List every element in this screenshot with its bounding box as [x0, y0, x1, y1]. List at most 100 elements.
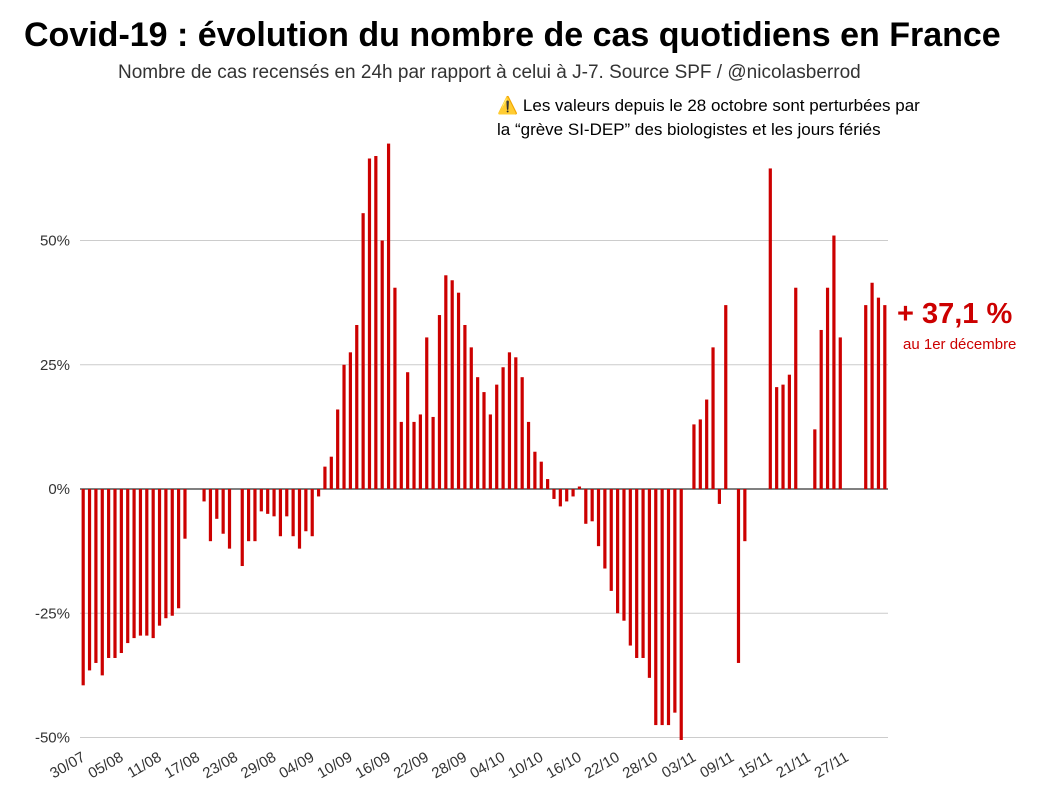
y-tick-label: 50% — [40, 233, 70, 250]
bar — [546, 479, 550, 489]
bar — [736, 489, 741, 663]
bar — [819, 329, 823, 489]
x-tick-label: 04/10 — [467, 749, 508, 782]
x-tick-label: 29/08 — [238, 749, 279, 782]
bar — [126, 489, 130, 644]
bar — [724, 305, 728, 489]
bar — [654, 489, 658, 726]
bar — [717, 489, 721, 504]
bar — [374, 156, 378, 489]
bar — [539, 461, 543, 489]
latest-value-date: au 1er décembre — [903, 336, 1017, 353]
bar — [386, 143, 391, 489]
bar — [278, 489, 283, 537]
bar — [355, 324, 359, 489]
bar — [145, 489, 149, 636]
bar — [705, 399, 709, 489]
bar — [768, 168, 772, 489]
bars — [81, 143, 887, 740]
bar — [876, 297, 881, 489]
x-tick-label: 23/08 — [200, 749, 241, 782]
bar — [297, 489, 302, 549]
bar — [107, 489, 111, 658]
bar — [794, 287, 798, 489]
bar — [170, 489, 174, 616]
bar — [673, 489, 677, 713]
bar — [456, 292, 461, 489]
bar — [221, 489, 225, 534]
bar — [571, 489, 575, 497]
bar — [476, 377, 480, 489]
bar — [138, 489, 143, 636]
bar — [635, 489, 639, 658]
bar — [864, 305, 868, 489]
bar — [838, 337, 842, 489]
bar — [412, 421, 416, 489]
bar — [380, 240, 384, 489]
bar — [431, 416, 435, 489]
bar — [590, 489, 594, 522]
bar — [520, 377, 524, 489]
bar — [399, 421, 403, 489]
x-axis: 30/0705/0811/0817/0823/0829/0804/0910/09… — [47, 749, 851, 782]
bar — [825, 287, 830, 489]
bar — [259, 489, 263, 512]
y-axis: 50% 25% 0% -25% -50% — [35, 233, 70, 747]
bar — [501, 367, 505, 489]
x-tick-label: 11/08 — [124, 749, 164, 782]
bar — [698, 419, 702, 489]
bar — [100, 489, 104, 676]
bar — [336, 409, 340, 489]
bar — [565, 489, 569, 502]
y-tick-label: 25% — [40, 357, 70, 374]
y-tick-label: 0% — [48, 481, 70, 498]
bar — [787, 374, 791, 489]
bar — [348, 352, 352, 489]
bar — [616, 489, 620, 614]
bar — [361, 213, 365, 490]
bar — [660, 489, 664, 726]
bar — [157, 489, 162, 626]
bar — [692, 424, 696, 489]
x-tick-label: 15/11 — [735, 749, 775, 782]
bar — [240, 489, 244, 567]
x-tick-label: 30/07 — [47, 749, 88, 782]
bar — [94, 489, 98, 663]
x-tick-label: 27/11 — [812, 749, 852, 782]
bar — [272, 489, 276, 517]
bar — [711, 347, 715, 489]
bar — [641, 489, 645, 658]
bar — [743, 489, 747, 542]
bar — [202, 489, 206, 502]
bar — [775, 387, 779, 489]
bar — [495, 384, 499, 489]
bar — [87, 489, 92, 671]
bar — [304, 489, 308, 532]
bar — [577, 486, 582, 489]
bar — [647, 489, 652, 678]
bar — [603, 489, 607, 569]
bar — [81, 489, 85, 686]
disclaimer-note: ⚠️ Les valeurs depuis le 28 octobre sont… — [497, 94, 920, 142]
y-tick-label: -25% — [35, 605, 70, 622]
bar — [609, 489, 613, 591]
bar — [329, 456, 333, 489]
x-tick-label: 10/10 — [505, 749, 546, 782]
bar — [291, 489, 295, 537]
bar — [437, 315, 442, 489]
bar — [533, 451, 537, 489]
x-tick-label: 17/08 — [162, 749, 203, 782]
bar — [177, 489, 181, 609]
bar — [266, 489, 270, 514]
bar — [418, 414, 422, 489]
note-line-2: la “grève SI-DEP” des biologistes et les… — [497, 120, 881, 139]
bar — [883, 305, 887, 489]
x-tick-label: 09/11 — [697, 749, 737, 782]
x-tick-label: 22/09 — [391, 749, 432, 782]
warning-icon: ⚠️ — [497, 96, 519, 115]
y-tick-label: -50% — [35, 730, 70, 747]
bar — [666, 489, 671, 726]
bar — [832, 235, 836, 489]
bar — [507, 352, 512, 489]
x-tick-label: 28/10 — [620, 749, 661, 782]
